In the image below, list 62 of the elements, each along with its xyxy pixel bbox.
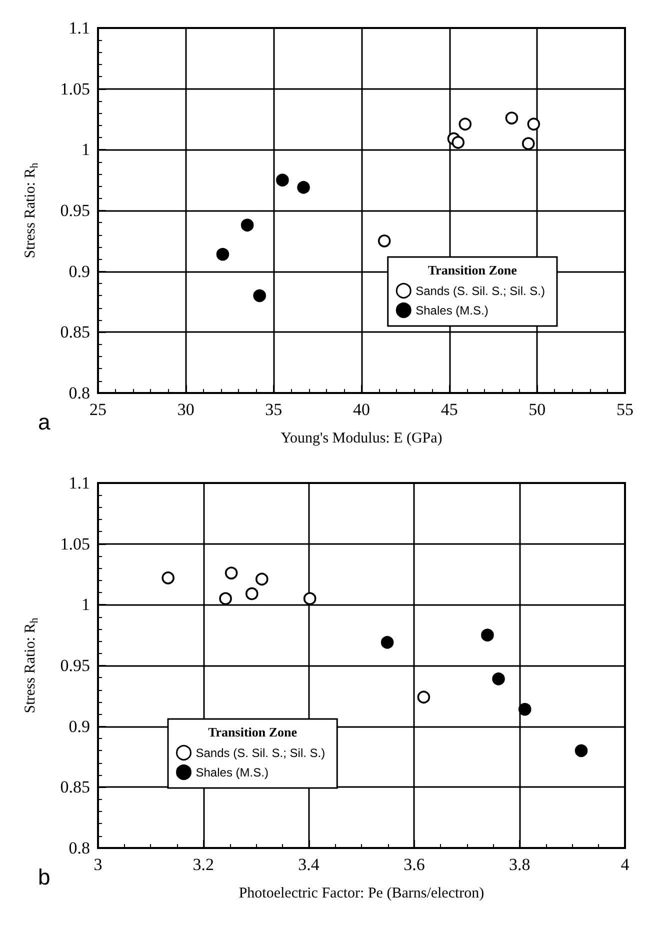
x-tick-label: 50 (528, 400, 546, 419)
x-tick-label: 4 (620, 855, 630, 874)
x-tick-label: 35 (265, 400, 282, 419)
y-tick-label: 0.85 (60, 778, 90, 797)
point (276, 174, 289, 186)
y-tick-label: 1.05 (60, 79, 90, 98)
point (219, 592, 232, 605)
legend-label: Sands (S. Sil. S.; Sil. S.) (416, 284, 546, 298)
point (481, 628, 494, 642)
x-tick-label: 3.4 (298, 855, 320, 874)
y-tick-label: 0.95 (60, 201, 90, 220)
point (458, 118, 472, 131)
legend-title: Transition Zone (208, 724, 298, 740)
point (574, 744, 588, 758)
point (303, 592, 316, 605)
x-tick-label: 3 (94, 855, 102, 874)
point (256, 572, 268, 586)
point (527, 118, 540, 131)
point (378, 234, 391, 248)
x-tick-label: 40 (353, 400, 370, 419)
point (224, 566, 238, 580)
point (380, 636, 394, 649)
point (216, 248, 230, 261)
point (518, 702, 532, 716)
x-tick-label: 25 (90, 400, 106, 419)
x-tick-label: 55 (616, 400, 634, 419)
y-axis-title: Stress Ratio: Rh (22, 617, 40, 714)
y-tick-label: 1 (82, 140, 90, 160)
y-tick-label: 0.8 (68, 384, 90, 402)
x-tick-label: 3.2 (192, 855, 214, 874)
point (452, 136, 465, 149)
point (253, 289, 266, 302)
point (417, 690, 430, 704)
legend-label: Shales (M.S.) (196, 765, 268, 780)
y-tick-label: 1 (82, 595, 90, 614)
y-tick-label: 0.9 (68, 716, 90, 736)
y-tick-label: 1.05 (60, 534, 90, 554)
text: a (38, 410, 51, 434)
y-axis-title: Stress Ratio: Rh (22, 162, 40, 258)
y-tick-label: 0.8 (68, 838, 90, 858)
legend-title: Transition Zone (428, 262, 518, 278)
x-axis-title: Young's Modulus: E (GPa) (280, 430, 442, 446)
x-axis-title: Photoelectric Factor: Pe (Barns/electron) (238, 886, 484, 902)
point (240, 218, 254, 232)
y-tick-label: 1.1 (68, 18, 90, 38)
point (297, 180, 310, 194)
point (245, 587, 258, 600)
legend-label: Sands (S. Sil. S.; Sil. S.) (196, 746, 326, 760)
x-tick-label: 45 (440, 400, 458, 419)
x-tick-label: 30 (177, 400, 194, 419)
x-tick-label: 3.8 (508, 855, 530, 874)
y-tick-label: 0.9 (68, 262, 90, 281)
point (492, 672, 505, 686)
point (522, 137, 535, 150)
x-tick-label: 3.6 (404, 855, 425, 874)
point (162, 572, 174, 584)
y-tick-label: 0.95 (60, 656, 90, 675)
legend-label: Shales (M.S.) (416, 303, 488, 318)
text: b (38, 864, 50, 890)
y-tick-label: 0.85 (60, 322, 90, 342)
point (505, 112, 518, 124)
y-tick-label: 1.1 (68, 474, 90, 492)
